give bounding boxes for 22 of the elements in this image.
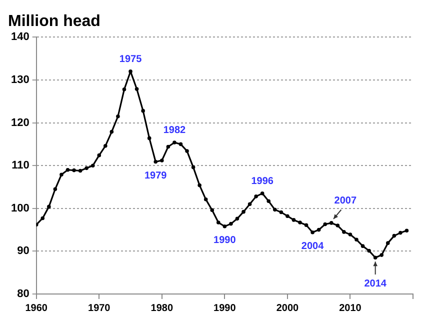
annotation: 2007 [334, 196, 357, 207]
annotation: 1996 [251, 176, 274, 188]
y-tick-label: 100 [10, 202, 30, 214]
annotation: 1982 [163, 125, 186, 136]
y-tick-label: 130 [10, 74, 30, 86]
chart-title: Million head [8, 13, 100, 30]
x-tick-label: 1990 [214, 302, 236, 314]
annotation: 1990 [214, 235, 236, 246]
annotation: 2014 [364, 278, 387, 290]
y-tick-label: 140 [10, 31, 30, 44]
x-tick-label: 2010 [339, 302, 362, 314]
annotation: 1975 [119, 54, 142, 66]
y-tick-label: 80 [17, 288, 30, 300]
x-tick-label: 2000 [276, 302, 300, 314]
x-tick-label: 1980 [150, 302, 174, 314]
annotation: 2004 [301, 241, 324, 252]
y-tick-label: 90 [17, 245, 30, 258]
x-tick-label: 1970 [88, 302, 111, 314]
y-tick-label: 110 [12, 160, 30, 172]
x-tick-label: 1960 [25, 302, 48, 314]
y-tick-label: 120 [10, 116, 30, 129]
annotation: 1979 [144, 170, 168, 182]
